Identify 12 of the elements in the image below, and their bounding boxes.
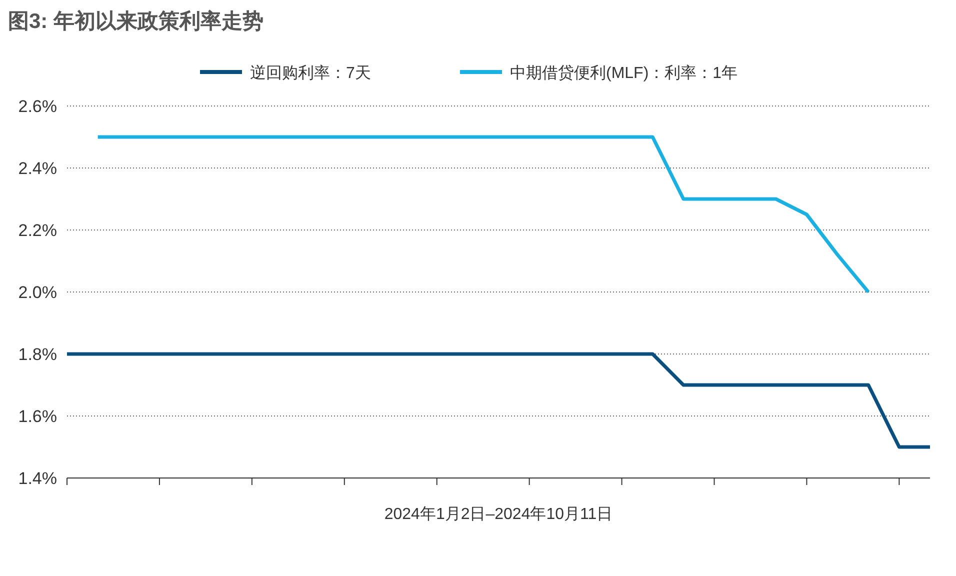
y-tick-label: 2.6% xyxy=(18,97,57,116)
legend-label: 逆回购利率：7天 xyxy=(250,64,371,82)
line-series xyxy=(96,135,870,294)
legend-label: 中期借贷便利(MLF)：利率：1年 xyxy=(510,64,738,82)
x-axis-title: 2024年1月2日–2024年10月11日 xyxy=(384,506,613,523)
y-tick-label: 1.8% xyxy=(18,345,57,364)
y-tick-label: 2.4% xyxy=(18,159,57,178)
y-tick-label: 2.2% xyxy=(18,221,57,240)
y-tick-label: 1.6% xyxy=(18,407,57,426)
chart-title: 图3: 年初以来政策利率走势 xyxy=(8,9,264,33)
y-tick-label: 1.4% xyxy=(18,469,57,488)
y-tick-label: 2.0% xyxy=(18,283,57,302)
